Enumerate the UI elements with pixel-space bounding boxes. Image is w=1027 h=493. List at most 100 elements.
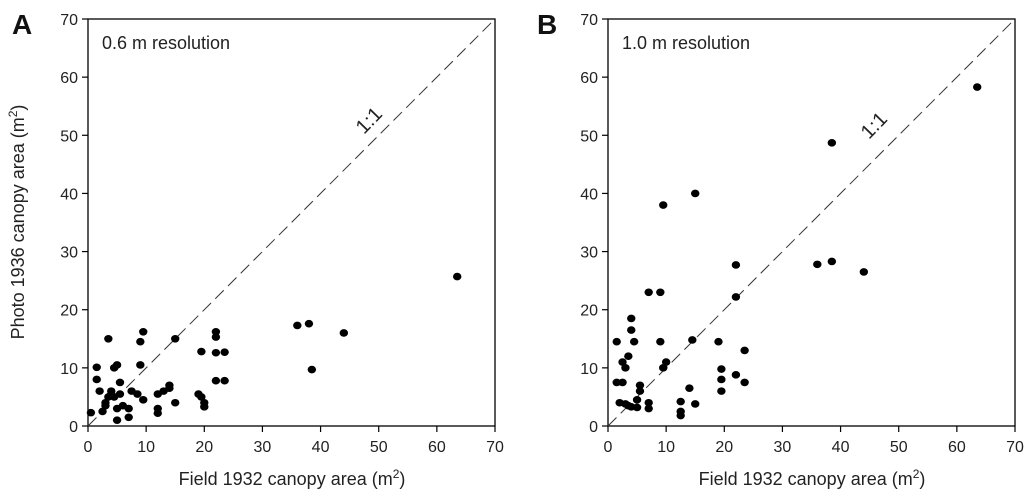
panel-a-data-point [211, 376, 221, 385]
panel-b-x-tick-label: 20 [715, 439, 733, 456]
panel-a-x-tick-label: 40 [312, 439, 330, 456]
panel-a-y-tick-label: 20 [60, 303, 78, 320]
panel-a-data-point [165, 384, 174, 393]
panel-a-y-tick-label: 10 [60, 361, 78, 378]
panel-b-data-point [612, 378, 621, 387]
panel-b-label: B [537, 9, 557, 40]
panel-b-data-point [717, 365, 726, 373]
panel-a-data-point [220, 348, 229, 356]
panel-b-data-point [717, 387, 726, 395]
panel-b-data-point [627, 326, 636, 334]
panel-a-data-point [112, 416, 122, 424]
panel-b-data-point [676, 411, 685, 420]
panel-b-data-point [714, 337, 723, 346]
panel-b-data-point [656, 288, 665, 297]
panel-a-data-point [139, 396, 148, 404]
panel-b-data-point [627, 314, 636, 323]
panel-a-data-point [136, 361, 145, 369]
panel-b-y-tick-label: 10 [580, 361, 598, 378]
panel-a-data-point [293, 321, 302, 330]
panel-b-data-point [685, 384, 694, 393]
panel-a-data-point [171, 334, 180, 343]
panel-a-y-tick-label: 30 [60, 245, 78, 262]
panel-a-x-tick-label: 50 [370, 439, 388, 456]
panel-b-y-tick-label: 60 [580, 70, 598, 87]
panel-b-data-point [827, 139, 837, 147]
panel-a-data-point [197, 393, 206, 401]
panel-b-data-point [740, 378, 749, 387]
panel-b-y-tick-label: 0 [589, 419, 598, 436]
panel-b-data-point [731, 293, 741, 301]
panel-b-data-point [659, 364, 668, 372]
panel-a-x-tick-label: 20 [195, 439, 213, 456]
panel-a-y-axis-label: Photo 1936 canopy area (m2) [6, 105, 28, 340]
panel-a-data-point [197, 347, 206, 356]
panel-a-data-point [98, 407, 107, 416]
panel-a-scatter-chart: A 0.6 m resolution 1:1 Field 1932 canopy… [6, 9, 504, 489]
panel-b-y-tick-label: 50 [580, 128, 598, 145]
panel-a-data-point [101, 401, 110, 410]
panel-a-data-point [211, 348, 221, 357]
panel-a-data-point [124, 404, 133, 413]
panel-a-y-tick-label: 60 [60, 70, 78, 87]
panel-a-x-tick-label: 0 [84, 439, 93, 456]
panel-b-data-point [632, 396, 642, 404]
panel-a-y-tick-label: 70 [60, 12, 78, 29]
panel-b-data-point [644, 288, 653, 297]
panel-b-x-axis-label: Field 1932 canopy area (m2) [699, 467, 926, 489]
panel-b-data-point [635, 381, 645, 390]
panel-a-x-tick-label: 70 [486, 439, 504, 456]
panel-a-data-point [211, 333, 221, 341]
panel-b-data-point [621, 364, 630, 372]
panel-a-data-point [307, 365, 317, 374]
panel-b-data-point [644, 398, 653, 407]
panel-b-data-point [731, 371, 741, 379]
panel-b-data-point [659, 201, 668, 209]
panel-a-data-point [153, 409, 162, 418]
panel-a-one-to-one-line [87, 18, 496, 427]
panel-b-data-point [691, 400, 700, 408]
panel-b-data-point [691, 189, 700, 198]
panel-a-data-point [86, 408, 96, 417]
panel-a-data-point [139, 328, 148, 336]
panel-b-data-point [717, 375, 726, 384]
panel-b-ratio-label: 1:1 [857, 108, 892, 143]
panel-b-data-point [618, 358, 627, 366]
panel-b-data-point [688, 336, 697, 344]
panel-a-data-point [220, 376, 229, 385]
panel-b-one-to-one-line [607, 18, 1016, 427]
panel-a-data-point [92, 363, 101, 372]
panel-b-data-point [629, 337, 639, 346]
panel-b-data-point [973, 83, 982, 91]
panel-b-data-point [827, 257, 837, 266]
panel-a-ratio-label: 1:1 [352, 103, 387, 138]
panel-b-resolution-annotation: 1.0 m resolution [622, 33, 750, 53]
panel-b-x-tick-label: 50 [890, 439, 908, 456]
panel-a-data-point [211, 328, 221, 336]
panel-b-data-point [624, 352, 633, 361]
panel-a-y-tick-label: 50 [60, 128, 78, 145]
panel-b-data-point [813, 260, 822, 269]
panel-a-data-point [304, 319, 314, 328]
panel-b-x-tick-label: 10 [657, 439, 675, 456]
panel-a-data-point [92, 375, 101, 384]
panel-b-x-tick-label: 60 [948, 439, 966, 456]
panel-a-plot-frame [87, 18, 496, 427]
panel-b-data-point [635, 387, 645, 395]
panel-b-x-tick-label: 30 [774, 439, 792, 456]
panel-b-data-point [661, 358, 671, 366]
panel-b-data-point [859, 268, 869, 276]
panel-a-x-tick-label: 10 [137, 439, 155, 456]
panel-a-data-point [133, 390, 142, 398]
panel-a-y-tick-label: 0 [69, 419, 78, 436]
panel-a-data-point [171, 398, 180, 407]
panel-a-data-point [136, 337, 145, 346]
panel-a-x-axis-label: Field 1932 canopy area (m2) [179, 467, 406, 489]
panel-b-data-point [632, 403, 642, 412]
panel-b-y-tick-label: 20 [580, 303, 598, 320]
panel-a-y-tick-label: 40 [60, 186, 78, 203]
panel-b-x-tick-label: 40 [832, 439, 850, 456]
panel-b-y-tick-label: 70 [580, 12, 598, 29]
panel-b-data-point [618, 378, 627, 387]
